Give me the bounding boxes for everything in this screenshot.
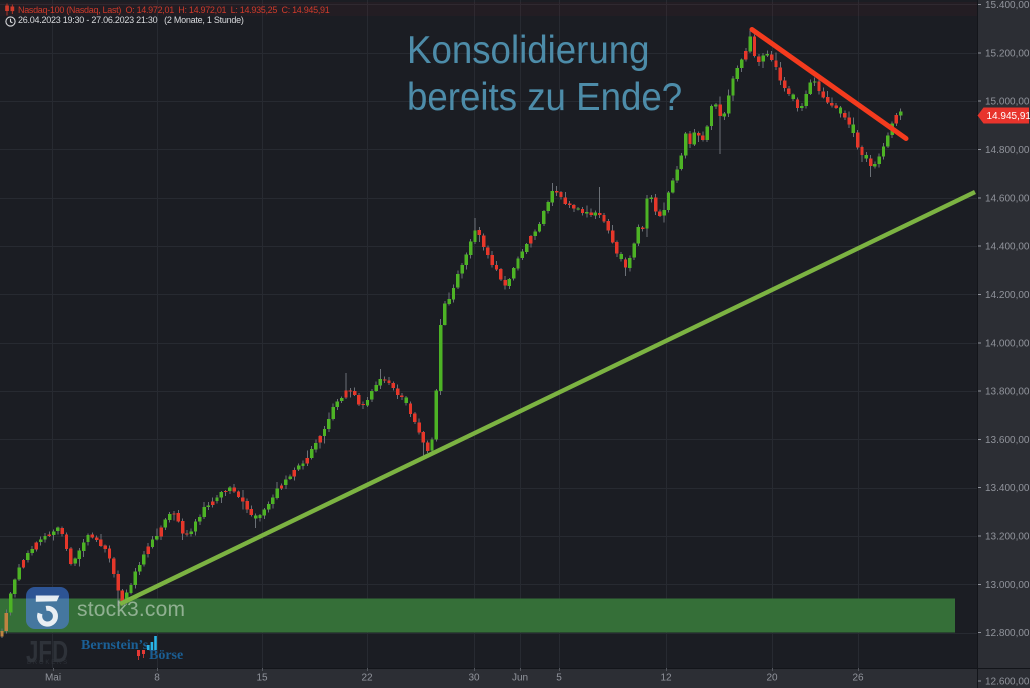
- svg-text:14.600,00: 14.600,00: [985, 193, 1030, 204]
- svg-text:12: 12: [660, 673, 672, 684]
- svg-text:15.400,00: 15.400,00: [985, 0, 1030, 11]
- svg-text:Mai: Mai: [45, 673, 61, 684]
- svg-text:13.600,00: 13.600,00: [985, 435, 1030, 446]
- svg-text:15.000,00: 15.000,00: [985, 97, 1030, 108]
- svg-text:14.400,00: 14.400,00: [985, 242, 1030, 253]
- svg-text:14.200,00: 14.200,00: [985, 290, 1030, 301]
- svg-text:22: 22: [361, 673, 373, 684]
- svg-text:Jun: Jun: [512, 673, 528, 684]
- svg-text:14.800,00: 14.800,00: [985, 145, 1030, 156]
- svg-text:13.200,00: 13.200,00: [985, 532, 1030, 543]
- svg-text:5: 5: [556, 673, 562, 684]
- svg-text:12.800,00: 12.800,00: [985, 628, 1030, 639]
- svg-text:15: 15: [256, 673, 268, 684]
- svg-text:14.000,00: 14.000,00: [985, 338, 1030, 349]
- svg-text:13.400,00: 13.400,00: [985, 483, 1030, 494]
- svg-text:30: 30: [468, 673, 480, 684]
- svg-text:14.945,91: 14.945,91: [987, 111, 1030, 122]
- svg-text:8: 8: [154, 673, 160, 684]
- svg-text:13.000,00: 13.000,00: [985, 580, 1030, 591]
- svg-text:12.600,00: 12.600,00: [985, 677, 1030, 688]
- svg-text:15.200,00: 15.200,00: [985, 48, 1030, 59]
- svg-text:26: 26: [852, 673, 864, 684]
- svg-text:13.800,00: 13.800,00: [985, 387, 1030, 398]
- svg-text:20: 20: [766, 673, 778, 684]
